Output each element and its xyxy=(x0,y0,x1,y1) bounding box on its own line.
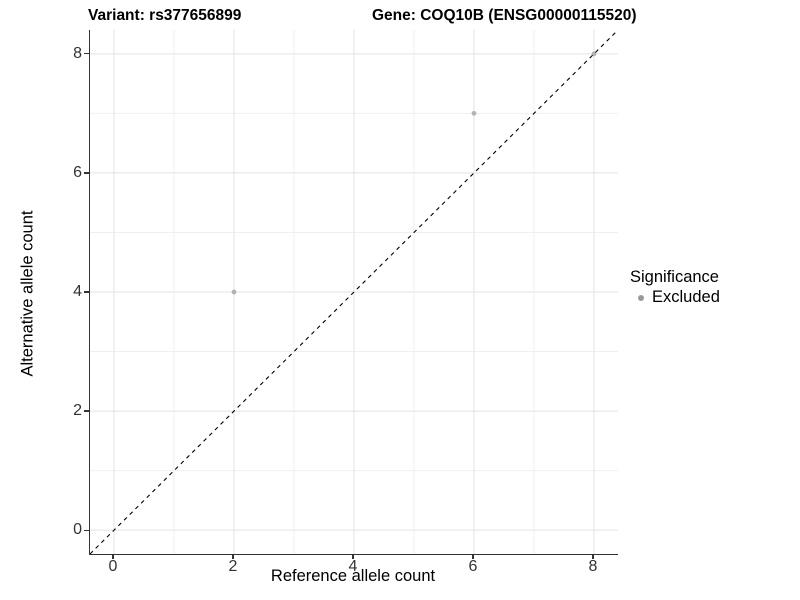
y-tick-label: 6 xyxy=(73,163,82,181)
x-tick-label: 0 xyxy=(108,558,118,575)
plot-canvas xyxy=(90,30,618,554)
x-tick-mark xyxy=(592,554,594,559)
y-axis-title: Alternative allele count xyxy=(18,210,37,377)
legend-key-dot xyxy=(638,294,644,301)
x-tick-mark xyxy=(232,554,234,559)
x-tick-mark xyxy=(352,554,354,559)
data-point xyxy=(591,51,597,57)
x-tick-mark xyxy=(112,554,114,559)
y-tick-mark xyxy=(84,529,89,531)
y-tick-label: 0 xyxy=(73,521,82,539)
x-tick-label: 2 xyxy=(228,558,238,575)
legend: Significance Excluded xyxy=(630,268,720,307)
x-tick-label: 8 xyxy=(588,558,598,575)
legend-key xyxy=(630,289,652,307)
identity-line xyxy=(90,30,618,554)
legend-item: Excluded xyxy=(630,288,720,307)
y-tick-mark xyxy=(84,410,89,412)
x-tick-mark xyxy=(472,554,474,559)
legend-items: Excluded xyxy=(630,288,720,307)
plot-title-variant: Variant: rs377656899 xyxy=(88,7,242,24)
y-tick-mark xyxy=(84,291,89,293)
plot-panel xyxy=(89,30,618,555)
y-tick-mark xyxy=(84,53,89,55)
y-tick-label: 4 xyxy=(73,283,82,300)
legend-title: Significance xyxy=(630,268,719,286)
y-tick-label: 2 xyxy=(73,402,82,420)
y-tick-mark xyxy=(84,172,89,174)
y-tick-label: 8 xyxy=(73,44,82,62)
legend-item-label: Excluded xyxy=(652,288,720,306)
x-axis-title: Reference allele count xyxy=(270,567,436,585)
data-point xyxy=(231,289,237,295)
data-point xyxy=(471,110,477,116)
x-tick-label: 6 xyxy=(468,558,478,575)
x-tick-label: 4 xyxy=(348,558,358,575)
plot-title-gene: Gene: COQ10B (ENSG00000115520) xyxy=(372,7,637,24)
